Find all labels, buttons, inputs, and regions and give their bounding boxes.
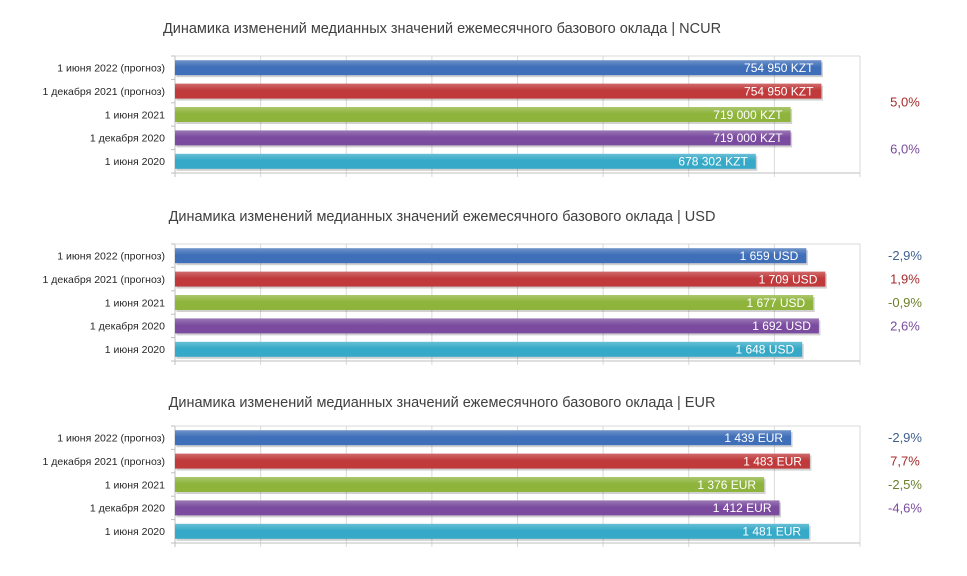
change-label: -0,9% <box>888 295 922 310</box>
bar <box>175 130 791 146</box>
category-label: 1 декабря 2020 <box>90 133 165 145</box>
category-label: 1 июня 2020 <box>105 526 165 538</box>
category-label: 1 июня 2020 <box>105 344 165 356</box>
data-label: 1 412 EUR <box>713 501 772 515</box>
category-label: 1 июня 2022 (прогноз) <box>57 63 165 75</box>
change-label: -2,5% <box>888 477 922 492</box>
change-label: -2,9% <box>888 430 922 445</box>
chart-1: Динамика изменений медианных значений еж… <box>42 21 920 177</box>
data-label: 1 481 EUR <box>742 525 801 539</box>
change-label: 2,6% <box>890 318 920 333</box>
bar <box>175 453 810 469</box>
category-label: 1 июня 2021 <box>105 297 165 309</box>
category-label: 1 декабря 2021 (прогноз) <box>42 274 165 286</box>
bar <box>175 523 810 539</box>
data-label: 1 709 USD <box>759 272 818 286</box>
data-label: 1 439 EUR <box>724 431 783 445</box>
bar <box>175 341 803 357</box>
bar <box>175 83 822 99</box>
data-label: 1 659 USD <box>740 249 799 263</box>
data-label: 1 648 USD <box>735 343 794 357</box>
bar <box>175 500 780 516</box>
bar <box>175 477 765 492</box>
bar <box>175 248 807 264</box>
bar <box>175 271 826 287</box>
change-label: 1,9% <box>890 272 920 287</box>
bar <box>175 153 756 169</box>
category-label: 1 июня 2021 <box>105 479 165 491</box>
bar <box>175 60 822 76</box>
bar <box>175 107 791 122</box>
data-label: 754 950 KZT <box>744 84 814 98</box>
category-label: 1 июня 2022 (прогноз) <box>57 433 165 445</box>
data-label: 719 000 KZT <box>713 131 783 145</box>
category-label: 1 декабря 2021 (прогноз) <box>42 86 165 98</box>
data-label: 719 000 KZT <box>713 108 783 122</box>
change-label: 6,0% <box>890 141 920 156</box>
category-label: 1 июня 2022 (прогноз) <box>57 251 165 263</box>
bar <box>175 430 792 446</box>
category-label: 1 декабря 2020 <box>90 503 165 515</box>
chart-title: Динамика изменений медианных значений еж… <box>163 21 721 37</box>
category-label: 1 декабря 2020 <box>90 321 165 333</box>
data-label: 1 692 USD <box>752 319 811 333</box>
data-label: 1 483 EUR <box>743 454 802 468</box>
change-label: 7,7% <box>890 454 920 469</box>
change-label: -4,6% <box>888 500 922 515</box>
bar <box>175 318 819 334</box>
data-label: 754 950 KZT <box>744 61 814 75</box>
category-label: 1 июня 2020 <box>105 156 165 168</box>
change-label: 5,0% <box>890 95 920 110</box>
chart-2: Динамика изменений медианных значений еж… <box>42 209 922 365</box>
bar <box>175 295 814 310</box>
chart-title: Динамика изменений медианных значений еж… <box>169 395 716 411</box>
chart-3: Динамика изменений медианных значений еж… <box>42 395 922 547</box>
category-label: 1 июня 2021 <box>105 109 165 121</box>
change-label: -2,9% <box>888 248 922 263</box>
data-label: 678 302 KZT <box>678 155 748 169</box>
data-label: 1 677 USD <box>746 296 805 310</box>
category-label: 1 декабря 2021 (прогноз) <box>42 456 165 468</box>
data-label: 1 376 EUR <box>697 478 756 492</box>
chart-title: Динамика изменений медианных значений еж… <box>169 209 716 225</box>
